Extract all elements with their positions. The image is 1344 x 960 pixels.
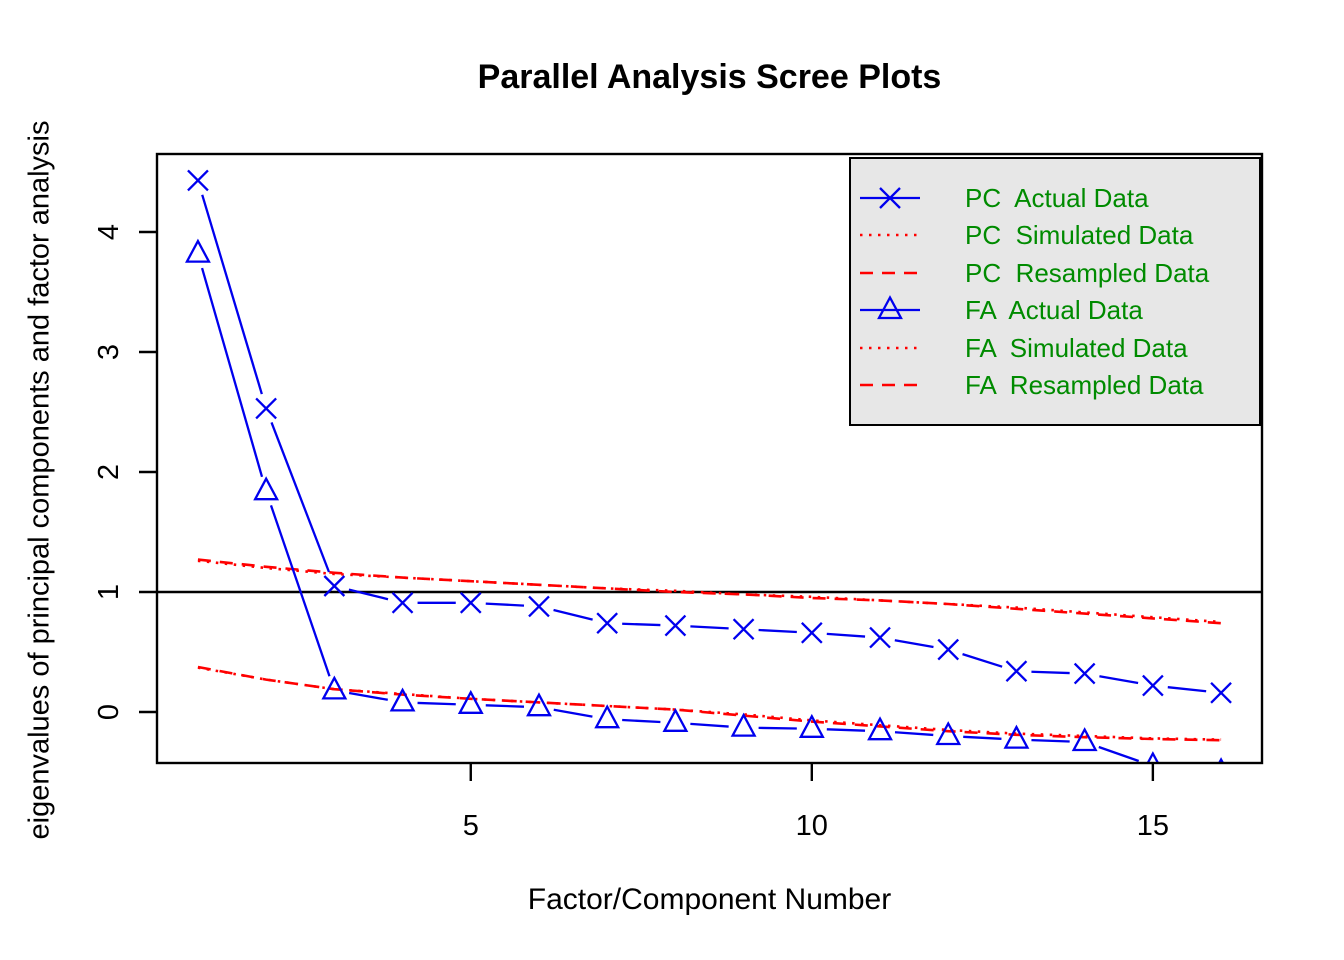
- pc-resampled-line-sample-icon: [860, 271, 920, 275]
- fa-actual-line-sample-icon: [860, 295, 920, 320]
- y-tick-label: 3: [93, 344, 125, 360]
- series-pc-resampled-data: [197, 558, 1222, 625]
- series-fa-simulated-data: [197, 666, 1222, 741]
- legend-label: FA Simulated Data: [965, 332, 1188, 363]
- x-tick-label: 15: [1137, 810, 1169, 842]
- legend-item-fa-actual: FA Actual Data: [851, 292, 1259, 330]
- legend-label: FA Resampled Data: [965, 370, 1204, 401]
- axes: 5 10 15 0 1 2 3 4: [93, 224, 1169, 842]
- legend-label: FA Actual Data: [965, 295, 1143, 326]
- pc-simulated-line-sample-icon: [860, 233, 920, 237]
- y-tick-label: 0: [93, 704, 125, 720]
- legend: PC Actual Data PC Simulated Data PC Resa…: [849, 157, 1261, 426]
- fa-simulated-line-sample-icon: [860, 346, 920, 350]
- legend-item-pc-simulated: PC Simulated Data: [851, 217, 1259, 255]
- series-pc-actual-data: [187, 169, 1232, 704]
- legend-label: PC Resampled Data: [965, 257, 1210, 288]
- y-tick-label: 1: [93, 584, 125, 600]
- series-pc-simulated-data: [197, 559, 1222, 624]
- x-axis-title: Factor/Component Number: [527, 883, 892, 916]
- legend-item-pc-actual: PC Actual Data: [851, 179, 1259, 217]
- pc-actual-line-sample-icon: [860, 186, 920, 209]
- legend-label: PC Simulated Data: [965, 220, 1194, 251]
- legend-item-fa-simulated: FA Simulated Data: [851, 329, 1259, 367]
- legend-label: PC Actual Data: [965, 182, 1149, 213]
- series-fa-resampled-data: [197, 665, 1222, 742]
- series-fa-actual-data: [185, 238, 1225, 763]
- chart-title: Parallel Analysis Scree Plots: [477, 58, 942, 96]
- y-tick-label: 4: [93, 224, 125, 240]
- legend-item-fa-resampled: FA Resampled Data: [851, 367, 1259, 405]
- plot-border: [155, 152, 1264, 765]
- legend-item-pc-resampled: PC Resampled Data: [851, 254, 1259, 292]
- x-tick-label: 10: [796, 810, 828, 842]
- y-tick-label: 2: [93, 464, 125, 480]
- y-axis-title: eigenvalues of principal components and …: [23, 120, 56, 840]
- x-tick-label: 5: [463, 810, 479, 842]
- fa-resampled-line-sample-icon: [860, 383, 920, 387]
